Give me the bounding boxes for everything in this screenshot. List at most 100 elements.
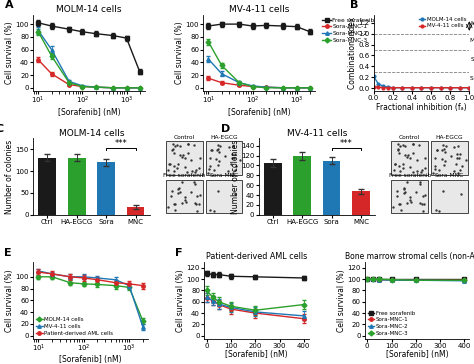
Point	[174, 190, 182, 196]
Text: Sora-MNC: Sora-MNC	[435, 174, 464, 178]
Point	[434, 147, 441, 153]
Bar	[352, 191, 370, 215]
Point	[447, 153, 455, 159]
Point	[171, 168, 178, 174]
MOLM-14 cells	[390, 86, 395, 90]
Point	[176, 189, 183, 195]
Text: E: E	[4, 248, 12, 258]
MV-4-11 cells	[447, 86, 453, 90]
Point	[206, 163, 214, 169]
Text: B: B	[350, 0, 358, 11]
Point	[397, 201, 404, 207]
Point	[196, 155, 204, 161]
Point	[390, 167, 398, 173]
FancyBboxPatch shape	[166, 179, 202, 213]
Point	[396, 168, 403, 174]
Point	[394, 146, 402, 152]
FancyBboxPatch shape	[392, 179, 428, 213]
Text: Synergism: Synergism	[470, 58, 474, 62]
Point	[409, 150, 417, 155]
Point	[191, 181, 199, 187]
Point	[174, 161, 182, 167]
Point	[210, 167, 218, 173]
Point	[190, 142, 198, 148]
Point	[457, 191, 465, 197]
Point	[435, 208, 443, 214]
Point	[418, 201, 426, 207]
MOLM-14 cells	[438, 86, 443, 90]
Point	[164, 167, 172, 173]
Point	[399, 165, 407, 171]
Point	[214, 142, 221, 148]
Point	[390, 204, 397, 210]
Point	[169, 141, 177, 147]
Point	[183, 169, 191, 175]
Bar	[323, 161, 340, 215]
Point	[429, 170, 437, 175]
Point	[191, 200, 198, 206]
Point	[171, 143, 179, 149]
Point	[431, 163, 439, 169]
Point	[170, 150, 177, 156]
Point	[401, 189, 409, 195]
Point	[393, 188, 401, 194]
Title: MV-4-11 cells: MV-4-11 cells	[287, 128, 347, 138]
Point	[395, 163, 403, 169]
Point	[407, 199, 415, 205]
Text: Free sorafenib: Free sorafenib	[389, 174, 431, 178]
Point	[193, 194, 201, 199]
Point	[191, 170, 199, 175]
Point	[187, 189, 195, 195]
Point	[418, 167, 426, 173]
X-axis label: [Sorafenib] (nM): [Sorafenib] (nM)	[58, 108, 120, 117]
Point	[394, 147, 401, 153]
Text: Control: Control	[399, 135, 420, 140]
Point	[395, 201, 403, 207]
Point	[176, 152, 184, 158]
Point	[417, 181, 424, 187]
Point	[401, 186, 408, 191]
Point	[195, 202, 203, 207]
Point	[407, 198, 414, 203]
Point	[191, 179, 198, 185]
Point	[178, 154, 186, 160]
FancyBboxPatch shape	[431, 179, 468, 213]
Point	[439, 142, 447, 148]
Point	[421, 165, 428, 171]
Point	[213, 147, 220, 153]
Point	[204, 170, 211, 175]
Point	[404, 152, 412, 158]
Point	[419, 207, 427, 213]
Text: ***: ***	[115, 139, 127, 148]
Point	[393, 193, 401, 199]
Point	[173, 165, 181, 171]
Point	[227, 161, 235, 167]
Point	[178, 179, 185, 185]
Point	[401, 143, 409, 149]
Point	[417, 170, 425, 175]
Point	[222, 153, 229, 159]
Point	[217, 143, 224, 149]
Point	[450, 144, 458, 150]
MOLM-14 cells	[447, 86, 453, 90]
Point	[438, 147, 446, 153]
X-axis label: Fractional inhibition (fₐ): Fractional inhibition (fₐ)	[376, 103, 467, 111]
Text: HA-EGCG: HA-EGCG	[210, 135, 238, 140]
Text: Antagonism: Antagonism	[470, 21, 474, 26]
Point	[406, 194, 414, 199]
Point	[453, 155, 461, 161]
Point	[208, 147, 215, 153]
Legend: MOLM-14 cells, MV-4-11 cells, Patient-derived AML cells: MOLM-14 cells, MV-4-11 cells, Patient-de…	[36, 317, 113, 336]
Point	[231, 151, 238, 157]
Text: D: D	[221, 124, 230, 134]
Point	[166, 161, 173, 167]
Point	[400, 190, 407, 196]
MV-4-11 cells	[380, 86, 386, 90]
MV-4-11 cells	[409, 86, 415, 90]
Y-axis label: Number of colonies: Number of colonies	[5, 139, 14, 214]
Point	[228, 155, 236, 161]
Text: F: F	[175, 248, 182, 258]
Point	[170, 163, 177, 169]
Point	[415, 142, 423, 148]
Point	[409, 142, 417, 147]
